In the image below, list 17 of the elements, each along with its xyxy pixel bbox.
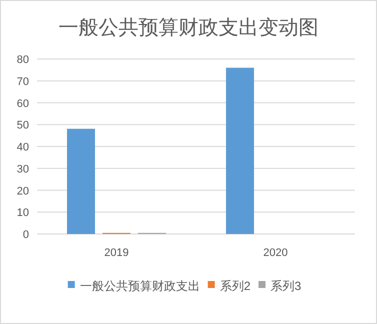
legend-label: 一般公共预算财政支出 xyxy=(80,279,200,293)
y-tick-label: 10 xyxy=(16,207,29,220)
y-tick-label: 0 xyxy=(22,229,29,241)
y-tick-label: 70 xyxy=(16,76,29,88)
x-tick-label: 2020 xyxy=(263,247,288,259)
y-tick-label: 80 xyxy=(16,54,29,66)
legend-label: 系列2 xyxy=(220,279,251,293)
legend-label: 系列3 xyxy=(270,279,302,293)
bar xyxy=(226,68,254,234)
y-tick-label: 30 xyxy=(16,163,29,176)
y-tick-label: 20 xyxy=(16,185,29,198)
y-tick-label: 50 xyxy=(16,120,29,132)
title: 一般公共预算财政支出变动图 xyxy=(58,17,318,39)
bar xyxy=(67,128,95,234)
x-tick-label: 2019 xyxy=(104,247,129,259)
y-tick-label: 60 xyxy=(16,98,29,110)
y-tick-label: 40 xyxy=(16,142,29,154)
